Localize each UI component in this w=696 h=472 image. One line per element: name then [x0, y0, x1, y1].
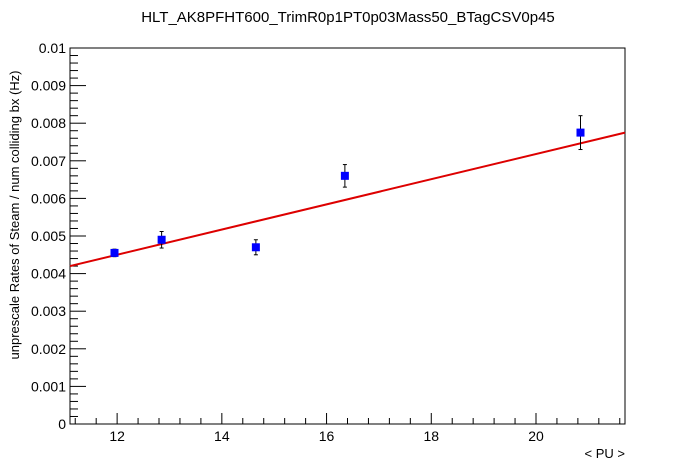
point-marker: [110, 248, 119, 257]
x-tick-label: 20: [528, 428, 544, 444]
point-marker: [251, 243, 260, 252]
x-tick-label: 12: [109, 428, 125, 444]
x-tick-label: 14: [214, 428, 230, 444]
y-tick-label: 0.006: [31, 190, 66, 206]
x-tick-label: 18: [423, 428, 439, 444]
x-axis: 12 14 16 18 20: [74, 413, 621, 444]
point-marker: [340, 171, 349, 180]
y-tick-label: 0: [58, 416, 66, 432]
point-marker: [576, 128, 585, 137]
chart-title: HLT_AK8PFHT600_TrimR0p1PT0p03Mass50_BTag…: [141, 9, 555, 26]
y-tick-label: 0.007: [31, 153, 66, 169]
data-point: [110, 248, 119, 258]
data-point: [157, 230, 166, 249]
data-point: [340, 164, 349, 188]
y-axis: 0 0.001 0.002 0.003 0.004 0.005 0.006 0.007 0.00…: [31, 40, 86, 432]
y-tick-label: 0.001: [31, 378, 66, 394]
data-point: [576, 115, 585, 151]
y-tick-label: 0.004: [31, 266, 66, 282]
y-tick-label: 0.002: [31, 341, 66, 357]
y-axis-label: unprescale Rates of Steam / num collidin…: [7, 70, 22, 359]
x-axis-label: < PU >: [585, 446, 625, 461]
x-tick-label: 16: [319, 428, 335, 444]
point-marker: [157, 235, 166, 244]
y-tick-label: 0.008: [31, 115, 66, 131]
y-tick-label: 0.01: [39, 40, 66, 56]
fit-line: [69, 131, 626, 268]
y-tick-label: 0.005: [31, 228, 66, 244]
plot-frame: [69, 47, 626, 425]
y-tick-label: 0.009: [31, 78, 66, 94]
data-point: [251, 239, 260, 256]
y-tick-label: 0.003: [31, 303, 66, 319]
series-layer: [69, 115, 626, 268]
